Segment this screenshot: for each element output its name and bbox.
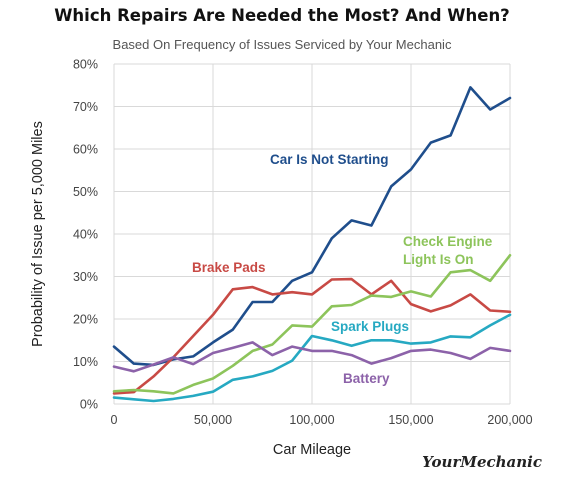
series-line-battery [112,341,512,373]
x-tick-label: 200,000 [487,413,532,427]
y-tick-label: 20% [73,313,98,327]
series-label-spark-plugs: Spark Plugs [331,319,409,334]
series-label-check-engine-light-is-on: Light Is On [403,252,474,267]
series-line-spark-plugs [112,313,512,403]
series-line-check-engine-light-is-on [112,254,512,395]
series-label-car-is-not-starting: Car Is Not Starting [270,152,389,167]
series-label-battery: Battery [343,371,390,386]
chart-subtitle: Based On Frequency of Issues Serviced by… [112,37,452,52]
chart-title: Which Repairs Are Needed the Most? And W… [54,6,510,25]
y-tick-label: 40% [73,228,98,242]
y-tick-label: 0% [80,398,98,412]
x-tick-label: 150,000 [388,413,433,427]
x-tick-label: 100,000 [289,413,334,427]
y-tick-label: 30% [73,270,98,284]
x-tick-label: 0 [111,413,118,427]
y-tick-label: 50% [73,185,98,199]
y-axis-label: Probability of Issue per 5,000 Miles [30,121,46,347]
y-tick-label: 80% [73,58,98,72]
y-tick-label: 70% [73,100,98,114]
brand-logo: YourMechanic [422,453,542,471]
series-line-brake-pads [112,277,512,395]
x-axis-label: Car Mileage [273,442,351,458]
y-tick-label: 10% [73,355,98,369]
x-tick-label: 50,000 [194,413,232,427]
series-label-brake-pads: Brake Pads [192,260,266,275]
y-tick-label: 60% [73,143,98,157]
series-label-check-engine-light-is-on: Check Engine [403,234,493,249]
